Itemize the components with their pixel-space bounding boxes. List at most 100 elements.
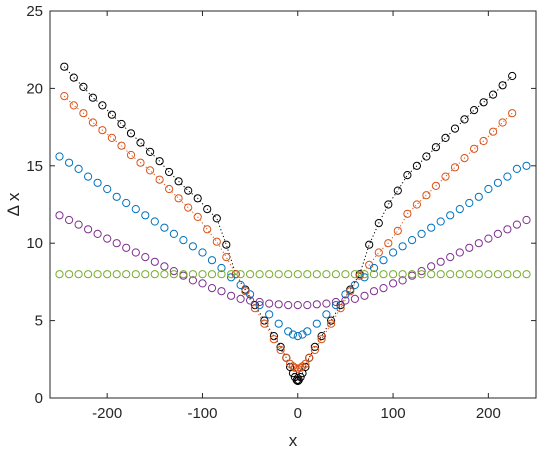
- series-0-marker: [136, 138, 145, 147]
- series-2-marker: [288, 330, 298, 339]
- series-3-marker: [341, 296, 350, 305]
- series-1-marker: [88, 118, 98, 127]
- series-1-marker: [470, 144, 479, 153]
- series-1-marker: [117, 141, 126, 150]
- series-4-marker: [484, 270, 493, 279]
- series-2-marker: [398, 242, 407, 251]
- series-4-marker: [93, 270, 102, 279]
- series-0-marker: [431, 143, 440, 152]
- series-3-marker: [493, 229, 502, 238]
- series-0-marker: [441, 133, 450, 142]
- series-2-marker: [522, 161, 531, 170]
- series-3-marker: [455, 248, 464, 257]
- series-2-marker: [331, 301, 340, 310]
- series-4-marker: [360, 270, 369, 279]
- series-0-marker: [184, 186, 193, 195]
- series-4-marker: [169, 270, 178, 279]
- series-0-marker: [479, 98, 488, 107]
- series-3-marker: [255, 297, 264, 307]
- series-1-marker: [184, 203, 193, 212]
- series-3-marker: [198, 279, 207, 288]
- series-3-marker: [446, 253, 455, 262]
- series-0-marker: [317, 332, 326, 341]
- x-tick-label: -100: [187, 405, 217, 422]
- series-2-marker: [169, 229, 178, 238]
- series-0-marker: [212, 214, 221, 223]
- series-4-marker: [369, 270, 379, 279]
- series-4-marker: [312, 270, 321, 279]
- x-axis-label: x: [289, 431, 298, 450]
- series-4-marker: [255, 270, 264, 279]
- series-4-marker: [331, 270, 340, 279]
- series-0-marker: [155, 157, 164, 166]
- series-3-marker: [484, 234, 493, 243]
- series-3-marker: [246, 296, 255, 305]
- series-2-marker: [427, 223, 436, 232]
- series-3-marker: [293, 301, 302, 310]
- series-1-marker: [174, 194, 183, 203]
- series-2-marker: [341, 290, 350, 299]
- series-1-marker: [79, 109, 88, 118]
- series-4-marker: [379, 270, 388, 279]
- series-2-marker: [274, 319, 283, 328]
- series-4-marker: [65, 270, 74, 279]
- series-2-marker: [322, 310, 331, 319]
- series-0-marker: [203, 205, 212, 214]
- series-3-marker: [284, 301, 293, 310]
- series-1-marker: [260, 319, 269, 328]
- series-0-marker: [374, 219, 383, 228]
- series-2-marker: [465, 198, 474, 208]
- series-2-marker: [246, 290, 255, 299]
- series-0-marker: [489, 90, 498, 99]
- series-3-marker: [74, 220, 83, 229]
- series-0-marker: [276, 342, 285, 351]
- series-4-marker: [112, 270, 121, 279]
- x-tick-label: 200: [476, 405, 501, 422]
- y-axis-label: Δ x: [4, 192, 23, 216]
- series-4-marker: [493, 270, 502, 279]
- series-1-marker: [305, 353, 314, 362]
- series-3-marker: [350, 294, 359, 303]
- series-0-marker: [79, 82, 88, 92]
- series-3-marker: [522, 215, 531, 225]
- series-3-marker: [503, 225, 512, 234]
- series-2-marker: [179, 236, 188, 245]
- series-2-marker: [436, 217, 445, 226]
- series-1-marker: [301, 359, 310, 368]
- y-tick-label: 20: [26, 80, 43, 97]
- series-2-marker: [131, 205, 140, 214]
- series-2-marker: [74, 164, 83, 173]
- series-4-marker: [198, 270, 207, 279]
- series-4-marker: [246, 270, 255, 279]
- series-1-marker: [69, 101, 78, 110]
- series-1-marker: [276, 345, 285, 355]
- series-2-marker: [360, 273, 369, 282]
- series-0-marker: [327, 316, 336, 325]
- series-0-marker: [365, 240, 374, 249]
- series-1-marker: [489, 127, 498, 136]
- series-2-marker: [303, 327, 312, 336]
- series-2-marker: [417, 229, 426, 238]
- series-3-marker: [331, 297, 340, 307]
- series-1-marker: [98, 126, 107, 135]
- series-0-marker: [88, 93, 98, 102]
- series-2-marker: [369, 263, 379, 273]
- ticks-layer: -200 -100 0 100 200 0 5 10 15 20 25: [26, 3, 536, 422]
- series-0-marker: [460, 115, 469, 124]
- series-1-marker: [136, 158, 145, 167]
- series-1-marker: [355, 271, 364, 280]
- series-2-marker: [150, 217, 159, 226]
- series-1-line: [63, 95, 513, 370]
- series-4-marker: [274, 270, 283, 279]
- series-4-marker: [303, 270, 312, 279]
- series-2-marker: [112, 192, 121, 201]
- series-1-marker: [203, 225, 212, 234]
- series-1-marker: [498, 118, 507, 127]
- series-1-marker: [393, 226, 402, 235]
- series-2-marker: [503, 172, 512, 181]
- series-4-marker: [417, 270, 426, 279]
- series-3-marker: [84, 225, 93, 234]
- series-1-marker: [450, 163, 460, 172]
- series-4-marker: [512, 270, 522, 279]
